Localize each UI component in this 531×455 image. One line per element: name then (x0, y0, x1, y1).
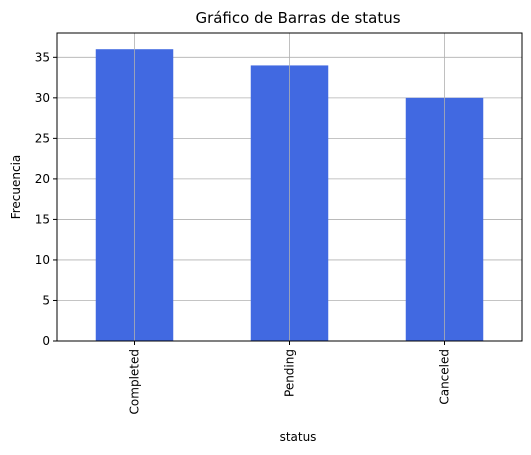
x-tick-label: Canceled (438, 349, 452, 405)
y-tick-label: 25 (35, 131, 50, 145)
chart-title: Gráfico de Barras de status (195, 9, 400, 27)
y-tick-label: 0 (42, 334, 50, 348)
y-tick-label: 35 (35, 50, 50, 64)
y-tick-label: 10 (35, 253, 50, 267)
x-axis-label: status (280, 430, 317, 444)
y-tick-label: 15 (35, 212, 50, 226)
y-tick-label: 5 (42, 293, 50, 307)
x-tick-label: Pending (283, 349, 297, 397)
x-axis-ticks: Completed Pending Canceled (128, 341, 452, 414)
y-axis-label: Frecuencia (9, 155, 23, 220)
y-axis-ticks: 0 5 10 15 20 25 30 35 (35, 50, 57, 348)
x-tick-label: Completed (128, 349, 142, 414)
y-tick-label: 30 (35, 91, 50, 105)
vertical-grid (134, 33, 445, 341)
y-tick-label: 20 (35, 172, 50, 186)
